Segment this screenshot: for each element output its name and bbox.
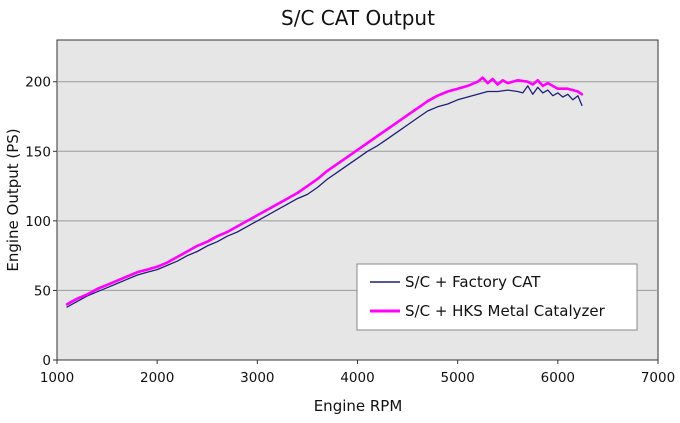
y-tick-label: 0	[42, 353, 51, 369]
legend: S/C + Factory CAT S/C + HKS Metal Cataly…	[356, 263, 638, 331]
x-tick-label: 2000	[140, 370, 174, 386]
y-tick-label: 200	[25, 75, 51, 91]
series-line-0	[66, 85, 583, 308]
y-tick-label: 100	[25, 214, 51, 230]
legend-label-hks-metal-catalyzer: S/C + HKS Metal Catalyzer	[405, 302, 606, 320]
x-tick-label: 4000	[340, 370, 374, 386]
chart-title: S/C CAT Output	[281, 6, 435, 30]
legend-box	[356, 263, 638, 331]
y-tick-label: 150	[25, 144, 51, 160]
x-axis-label: Engine RPM	[314, 397, 403, 415]
y-axis-label: Engine Output (PS)	[4, 128, 22, 271]
x-tick-label: 1000	[40, 370, 74, 386]
x-tick-label: 5000	[440, 370, 474, 386]
y-tick-label: 50	[34, 283, 51, 299]
x-tick-label: 6000	[541, 370, 575, 386]
axis-ticks: 0 50 100 150 200 1000 2000 3000 4000 5000 6000 7000	[25, 75, 675, 386]
series-lines	[65, 76, 584, 308]
x-tick-label: 3000	[240, 370, 274, 386]
legend-label-factory-cat: S/C + Factory CAT	[405, 273, 541, 291]
series-line-1	[65, 76, 584, 306]
x-tick-label: 7000	[641, 370, 675, 386]
